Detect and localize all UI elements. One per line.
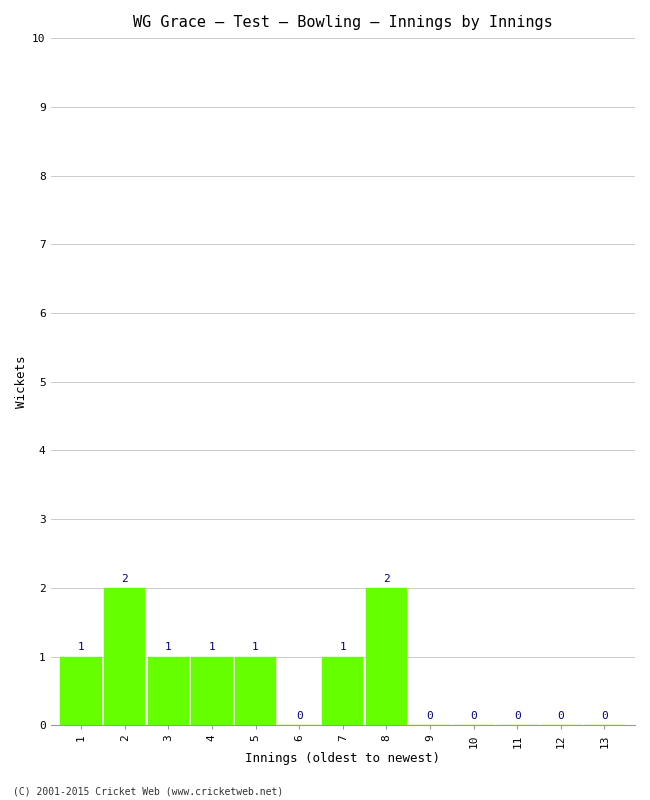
Text: 2: 2 — [383, 574, 390, 584]
Text: 0: 0 — [558, 711, 564, 721]
Title: WG Grace – Test – Bowling – Innings by Innings: WG Grace – Test – Bowling – Innings by I… — [133, 15, 552, 30]
Text: 0: 0 — [426, 711, 434, 721]
Bar — [104, 588, 146, 726]
Bar — [148, 657, 189, 726]
Bar — [60, 657, 102, 726]
Bar — [322, 657, 363, 726]
Text: 1: 1 — [165, 642, 172, 653]
Text: 0: 0 — [470, 711, 477, 721]
Bar — [191, 657, 233, 726]
X-axis label: Innings (oldest to newest): Innings (oldest to newest) — [245, 752, 440, 765]
Text: 0: 0 — [601, 711, 608, 721]
Bar — [366, 588, 407, 726]
Y-axis label: Wickets: Wickets — [15, 355, 28, 408]
Text: 0: 0 — [514, 711, 521, 721]
Bar — [235, 657, 276, 726]
Text: 2: 2 — [122, 574, 128, 584]
Text: 0: 0 — [296, 711, 302, 721]
Text: 1: 1 — [209, 642, 215, 653]
Text: 1: 1 — [339, 642, 346, 653]
Text: 1: 1 — [252, 642, 259, 653]
Text: (C) 2001-2015 Cricket Web (www.cricketweb.net): (C) 2001-2015 Cricket Web (www.cricketwe… — [13, 786, 283, 796]
Text: 1: 1 — [78, 642, 84, 653]
